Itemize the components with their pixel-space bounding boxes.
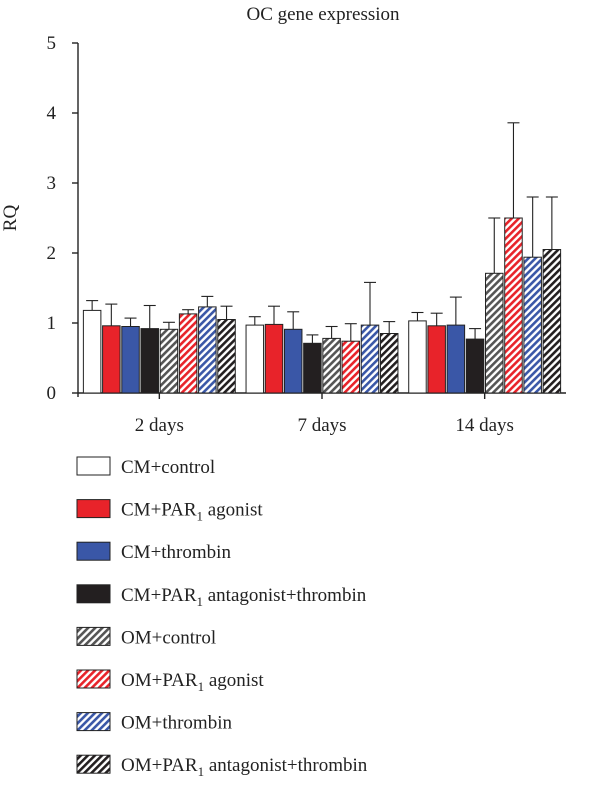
legend-label: OM+PAR1 antagonist+thrombin: [121, 755, 368, 779]
bar: [465, 338, 485, 394]
legend-item: OM+PAR1 antagonist+thrombin: [76, 754, 368, 779]
bar: [102, 325, 121, 394]
x-tick-label: 7 days: [297, 415, 346, 436]
bar: [82, 309, 102, 394]
legend-label: OM+thrombin: [121, 713, 232, 734]
y-tick-label: 4: [47, 103, 57, 124]
x-tick-label: 14 days: [455, 415, 514, 436]
bar: [341, 340, 361, 394]
legend-swatch: [76, 712, 111, 732]
bar: [198, 306, 217, 394]
bar: [504, 217, 523, 394]
bar: [542, 249, 562, 394]
legend-label: CM+PAR1 antagonist+thrombin: [121, 585, 367, 609]
legend-label: OM+control: [121, 627, 216, 648]
legend-item: OM+thrombin: [76, 712, 232, 734]
bar: [178, 313, 198, 394]
chart-title: OC gene expression: [246, 4, 400, 25]
y-tick-label: 3: [47, 173, 57, 194]
y-axis-label: RQ: [0, 205, 21, 232]
legend-item: CM+PAR1 agonist: [76, 499, 263, 524]
legend-swatch: [76, 669, 111, 689]
legend-item: OM+control: [76, 626, 216, 648]
bar: [159, 328, 179, 394]
y-tick-label: 5: [47, 33, 57, 54]
legend-item: CM+thrombin: [76, 541, 231, 563]
legend-item: OM+PAR1 agonist: [76, 669, 264, 694]
bar: [140, 328, 159, 394]
y-tick-label: 2: [47, 243, 57, 264]
legend: CM+control CM+PAR1 agonist CM+thrombin CM+P…: [76, 456, 368, 779]
y-tick-label: 0: [47, 383, 57, 404]
bar: [303, 342, 322, 394]
legend-swatch: [76, 754, 111, 774]
bar: [446, 324, 466, 394]
axes: 0 1 2 3 4 5 2 days 7 days 14 days: [47, 33, 566, 436]
legend-item: CM+control: [76, 456, 215, 478]
legend-swatch: [76, 626, 111, 646]
legend-swatch: [76, 456, 111, 476]
bar: [485, 272, 504, 394]
legend-swatch: [76, 584, 111, 604]
legend-label: CM+control: [121, 457, 215, 478]
legend-swatch: [76, 541, 111, 561]
legend-label: CM+thrombin: [121, 542, 231, 563]
bars-layer: [82, 122, 562, 394]
legend-item: CM+PAR1 antagonist+thrombin: [76, 584, 367, 609]
bar: [264, 323, 284, 394]
bar: [379, 333, 399, 394]
bar: [121, 326, 140, 394]
bar: [245, 324, 265, 394]
bar: [322, 337, 341, 394]
bar: [427, 325, 446, 394]
legend-swatch: [76, 499, 111, 519]
bar: [217, 319, 236, 394]
y-tick-label: 1: [47, 313, 57, 334]
bar: [523, 256, 542, 394]
bar: [283, 328, 303, 394]
legend-label: CM+PAR1 agonist: [121, 500, 263, 524]
legend-label: OM+PAR1 agonist: [121, 670, 264, 694]
bar: [360, 324, 380, 394]
bar: [408, 320, 427, 394]
x-tick-label: 2 days: [135, 415, 184, 436]
